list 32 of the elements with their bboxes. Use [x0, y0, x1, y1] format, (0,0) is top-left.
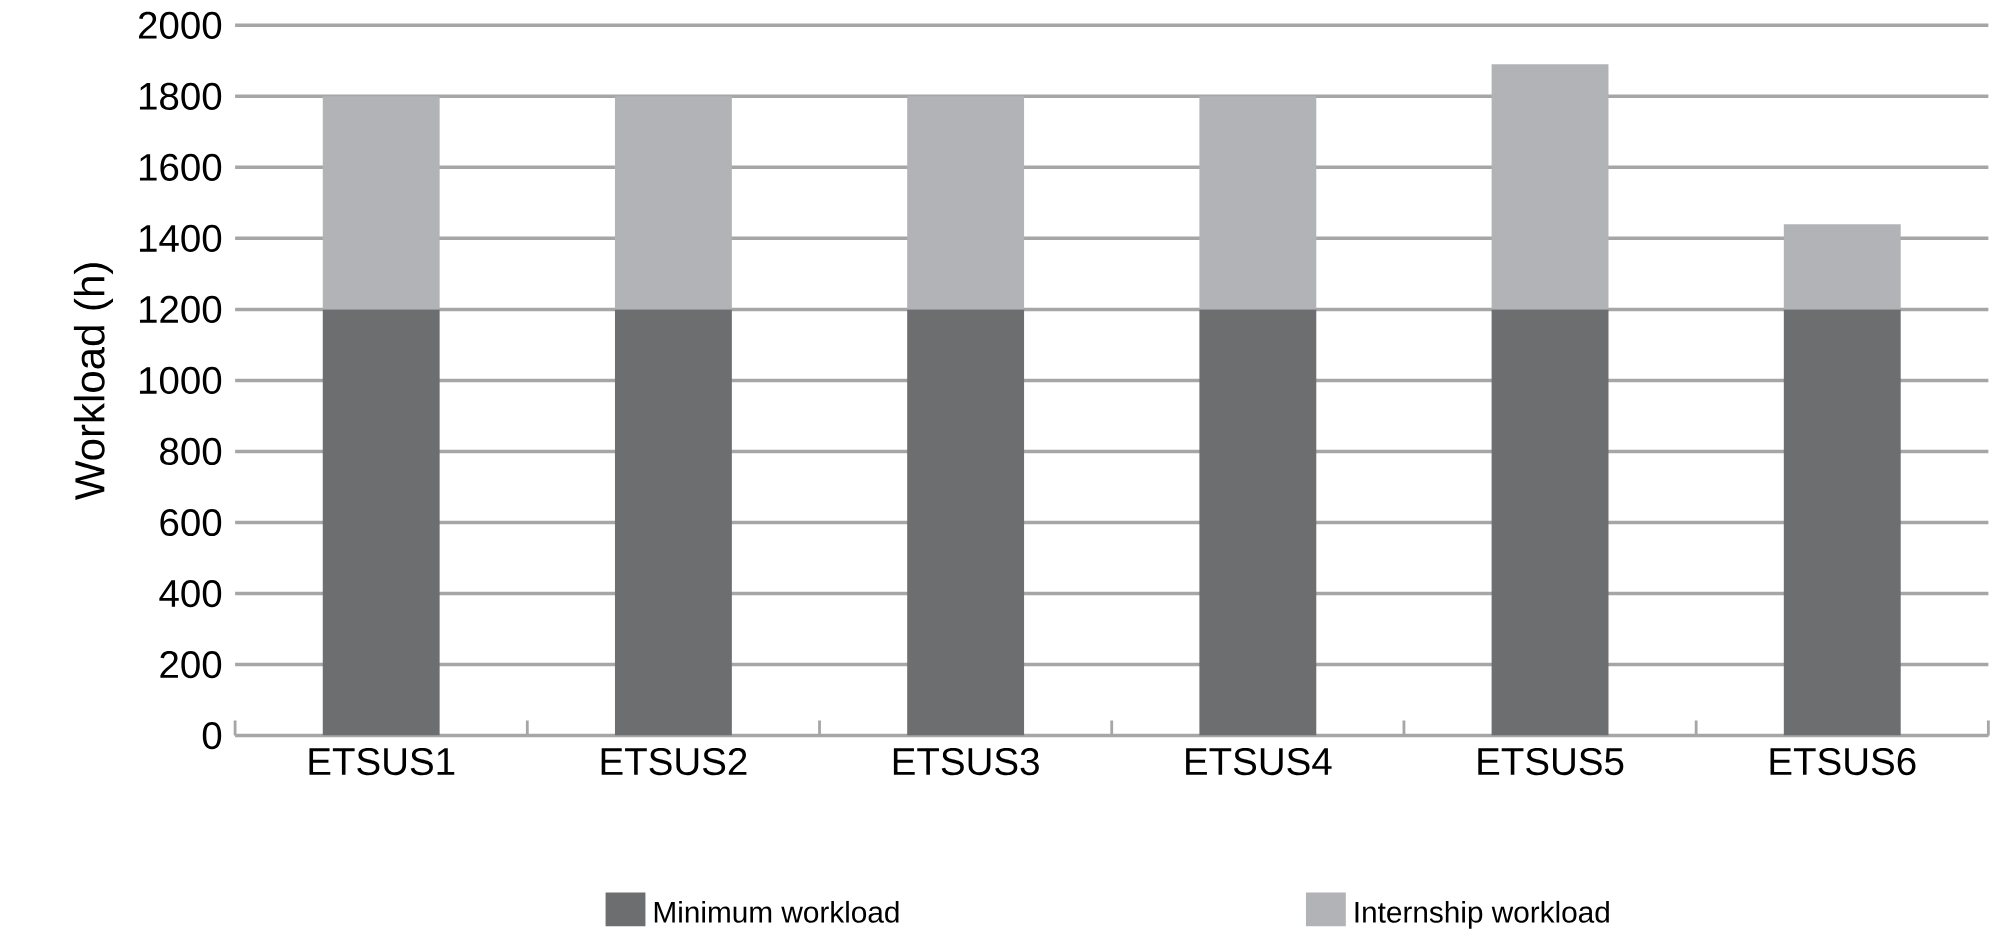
legend-label: Internship workload	[1355, 901, 1609, 929]
bar	[907, 96, 1025, 310]
y-tick-label: 800	[160, 437, 222, 466]
bar	[614, 96, 732, 310]
y-tick-label: 0	[202, 722, 222, 750]
x-tick-label: ETSUS6	[1770, 748, 1916, 776]
y-tick-label: 1000	[139, 366, 222, 395]
bar	[1783, 224, 1901, 310]
legend-label: Minimum workload	[654, 901, 899, 923]
bar	[1491, 64, 1609, 310]
y-tick-label: 1200	[139, 295, 222, 324]
y-tick-label: 600	[160, 509, 222, 537]
x-tick-label: ETSUS5	[1478, 748, 1624, 776]
y-tick-label: 2000	[138, 11, 222, 40]
y-tick-label: 1600	[139, 153, 222, 182]
bar	[1783, 309, 1901, 736]
y-axis-title: Workload (h)	[73, 263, 113, 501]
x-tick-label: ETSUS1	[309, 748, 455, 776]
bar	[322, 96, 440, 310]
y-tick-label: 1800	[139, 82, 222, 111]
x-tick-label: ETSUS3	[893, 748, 1039, 776]
bar	[1199, 96, 1317, 310]
bar	[1199, 309, 1317, 736]
y-tick-label: 200	[160, 651, 222, 679]
bar	[1491, 309, 1609, 736]
y-tick-label: 400	[159, 580, 222, 608]
bar	[907, 309, 1025, 736]
y-tick-label: 1400	[139, 224, 222, 253]
x-tick-label: ETSUS4	[1186, 748, 1332, 776]
bar	[614, 309, 732, 736]
x-tick-label: ETSUS2	[601, 748, 747, 776]
bar	[322, 309, 440, 736]
